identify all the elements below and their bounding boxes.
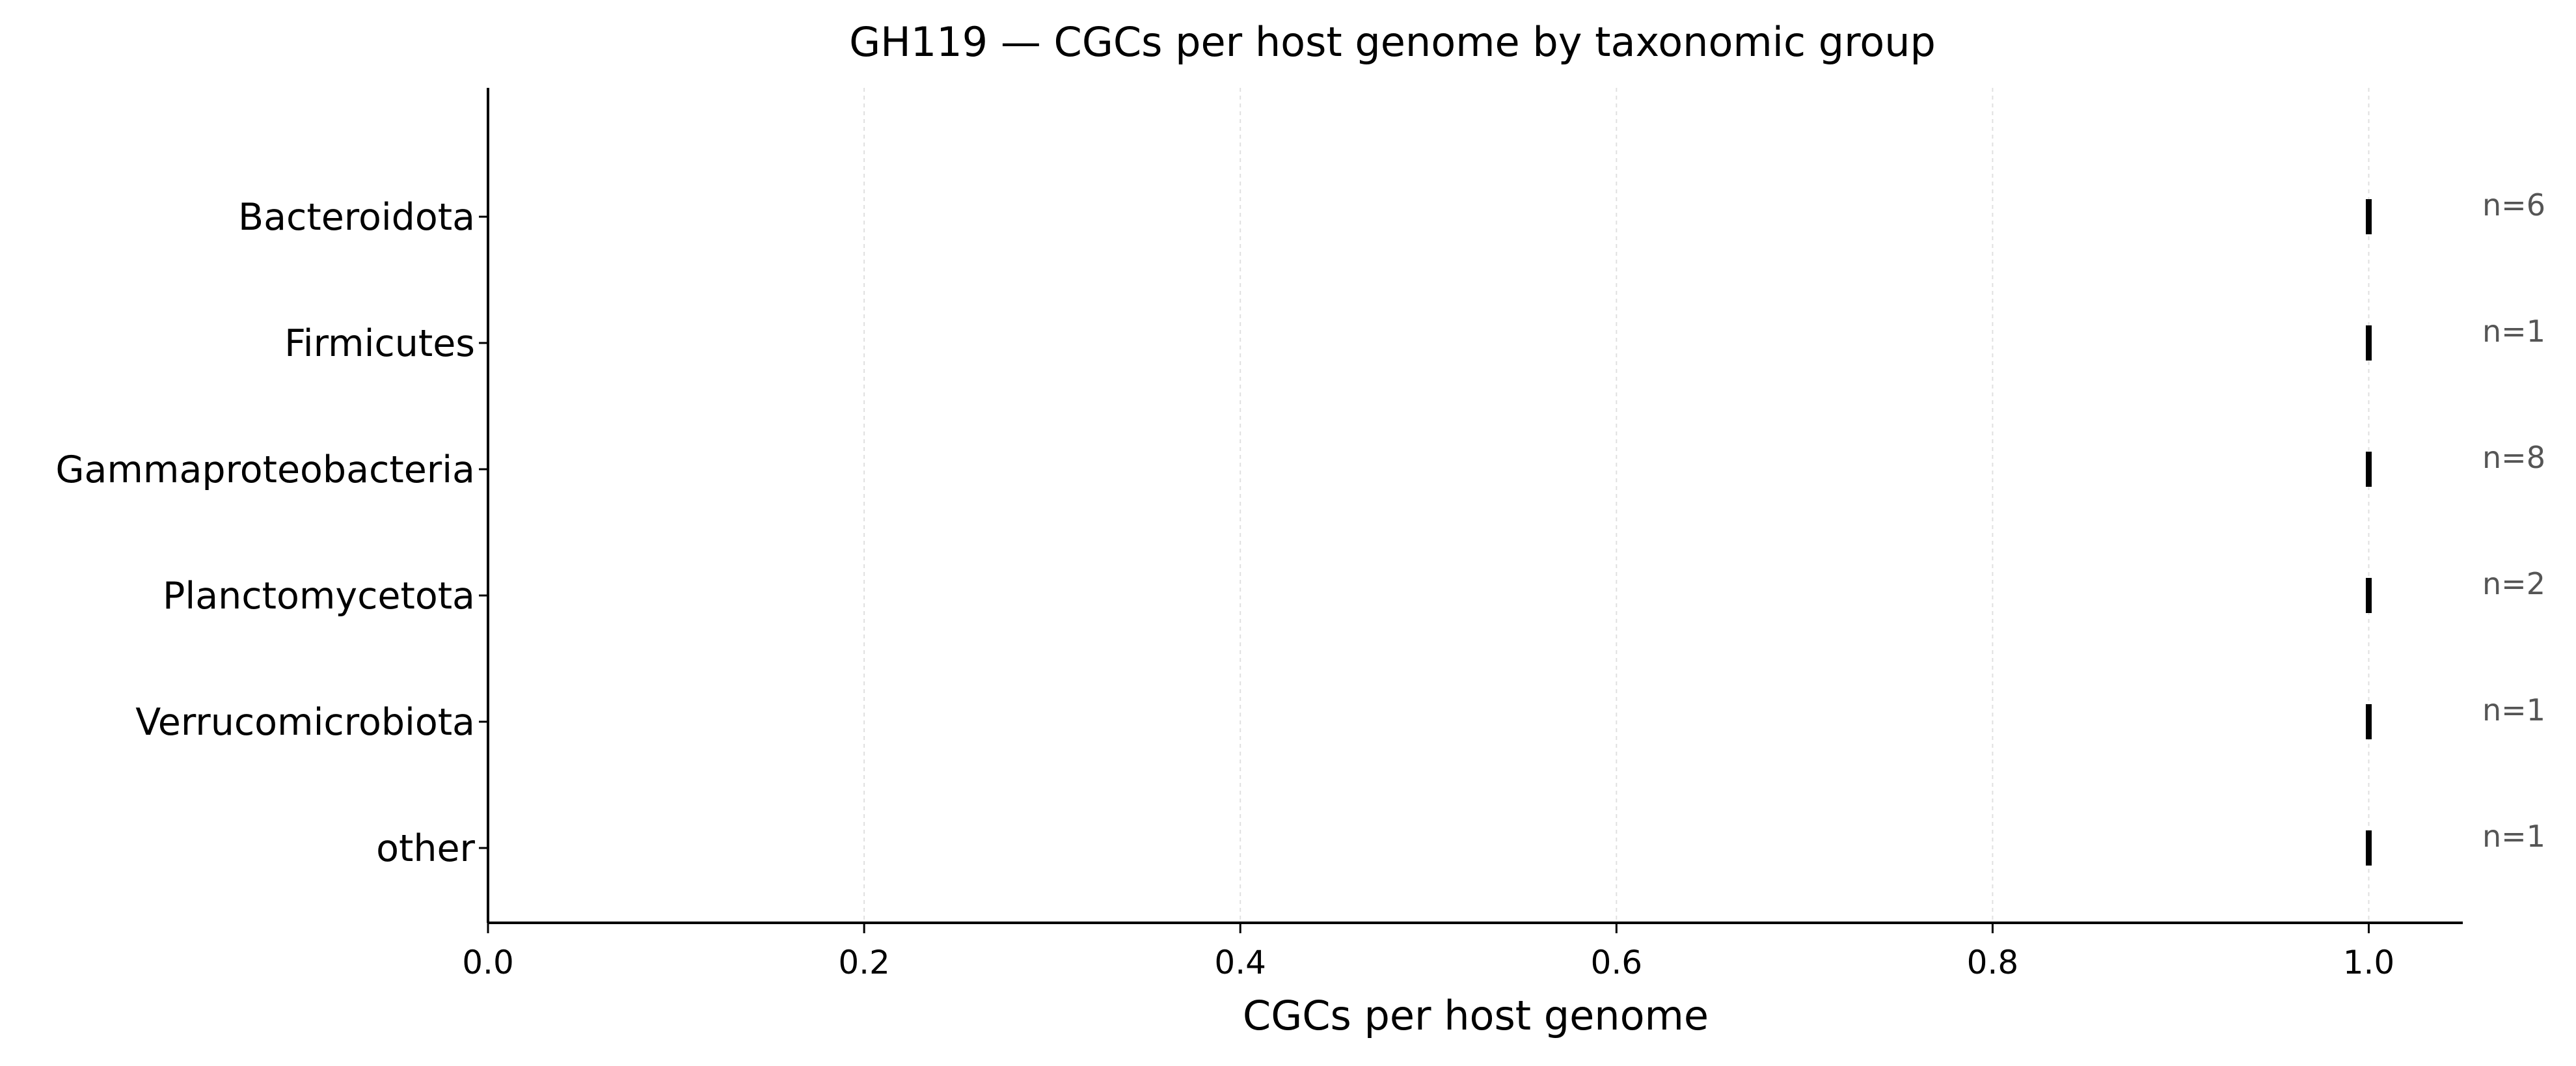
x-tick-layer: 0.0 0.2 0.4 0.6 0.8 1.0: [462, 923, 2394, 981]
x-tick-label: 0.2: [838, 944, 890, 981]
count-layer: n=6 n=1 n=8 n=2 n=1 n=1: [2482, 187, 2545, 854]
y-tick-label: other: [376, 827, 475, 870]
count-label: n=1: [2482, 692, 2545, 728]
count-label: n=6: [2482, 187, 2545, 223]
grid-layer: [863, 88, 2370, 923]
y-tick-label: Bacteroidota: [238, 196, 475, 239]
count-label: n=8: [2482, 440, 2545, 475]
axes-layer: [487, 88, 2463, 924]
y-tick-layer: Bacteroidota Firmicutes Gammaproteobacteri…: [55, 196, 488, 870]
x-tick-label: 1.0: [2343, 944, 2395, 981]
y-tick-label: Firmicutes: [284, 322, 475, 365]
y-tick-label: Gammaproteobacteria: [55, 448, 475, 491]
x-tick-label: 0.6: [1591, 944, 1643, 981]
count-label: n=1: [2482, 314, 2545, 349]
x-axis-label: CGCs per host genome: [1243, 992, 1709, 1039]
count-label: n=2: [2482, 566, 2545, 601]
count-label: n=1: [2482, 819, 2545, 854]
x-tick-label: 0.0: [462, 944, 514, 981]
y-tick-label: Planctomycetota: [163, 575, 475, 618]
y-tick-label: Verrucomicrobiota: [135, 701, 475, 744]
x-tick-label: 0.4: [1214, 944, 1266, 981]
chart-title: GH119 — CGCs per host genome by taxonomi…: [849, 18, 1936, 66]
x-tick-label: 0.8: [1967, 944, 2019, 981]
